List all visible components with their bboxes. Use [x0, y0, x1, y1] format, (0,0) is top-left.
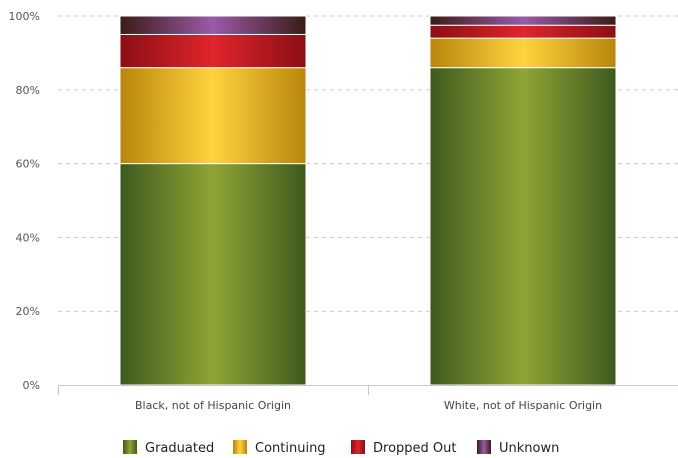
y-tick-label: 80% — [16, 84, 40, 97]
bar-segment-unknown[interactable] — [429, 15, 617, 26]
y-tick-label: 0% — [23, 379, 40, 392]
axes: 0% 20% 40% 60% 80% 100% Black, not of Hispanic… — [9, 10, 678, 412]
legend-item-label[interactable]: Continuing — [255, 441, 326, 456]
bar-segment-graduated[interactable] — [119, 163, 307, 386]
bar-segment-continuing[interactable] — [119, 67, 307, 165]
legend-item-label[interactable]: Graduated — [145, 441, 214, 456]
legend-swatch — [233, 440, 247, 454]
x-category-label: White, not of Hispanic Origin — [444, 399, 602, 412]
legend: Graduated Continuing Dropped Out Unknown — [123, 440, 559, 456]
bar-segment-continuing[interactable] — [429, 37, 617, 69]
legend-swatch — [123, 440, 137, 454]
y-tick-label: 40% — [16, 231, 40, 244]
bars — [119, 15, 617, 386]
y-tick-label: 60% — [16, 158, 40, 171]
y-tick-label: 100% — [9, 10, 40, 23]
bar-segment-graduated[interactable] — [429, 67, 617, 386]
bar-segment-dropped-out[interactable] — [429, 24, 617, 39]
legend-item-label[interactable]: Unknown — [499, 441, 559, 456]
legend-swatch — [351, 440, 365, 454]
legend-item-label[interactable]: Dropped Out — [373, 441, 456, 456]
bar-segment-unknown[interactable] — [119, 15, 307, 35]
y-tick-label: 20% — [16, 305, 40, 318]
x-category-label: Black, not of Hispanic Origin — [135, 399, 291, 412]
bar-segment-dropped-out[interactable] — [119, 33, 307, 69]
legend-swatch — [477, 440, 491, 454]
